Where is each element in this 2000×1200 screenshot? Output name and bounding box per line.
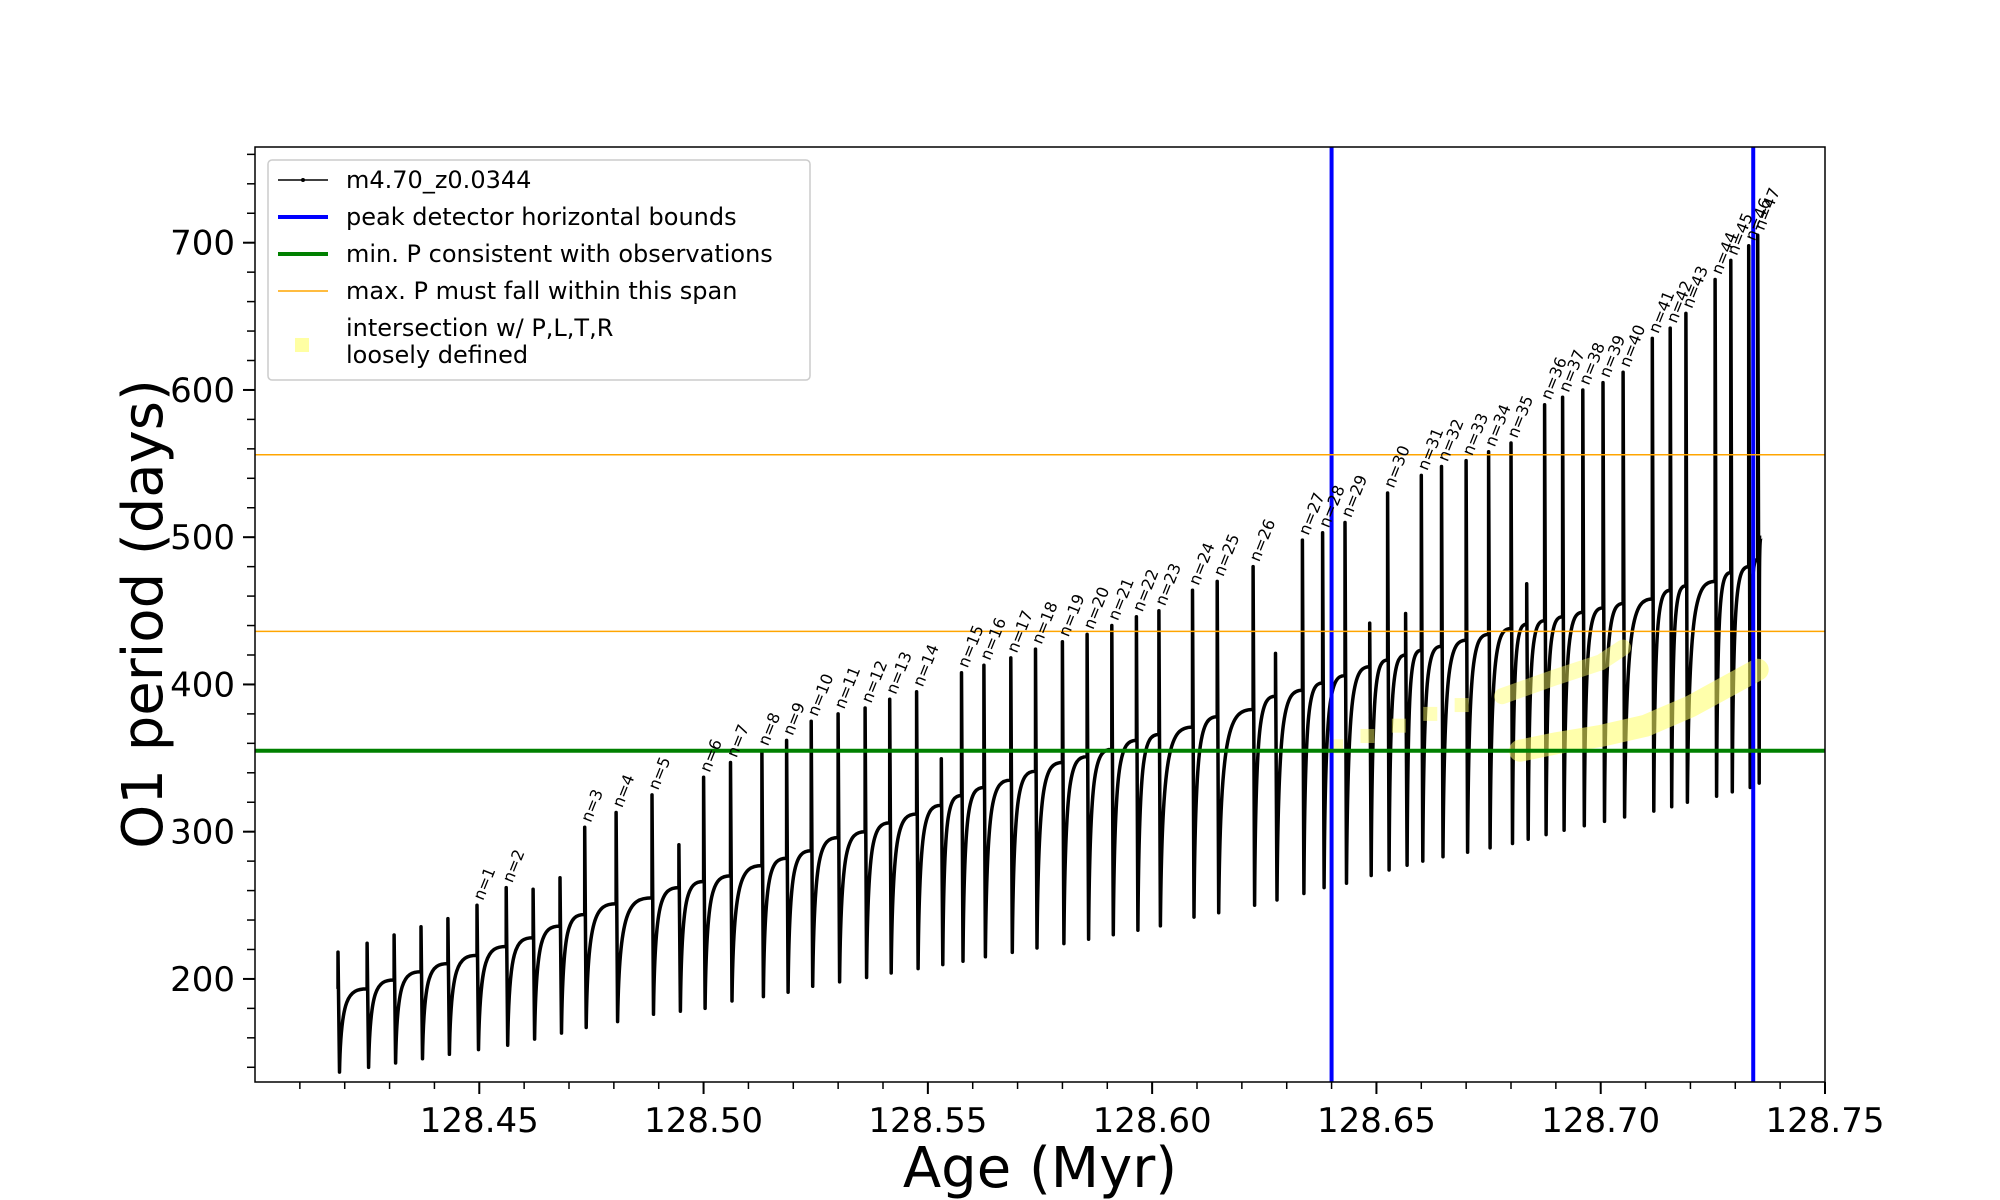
x-axis-label: Age (Myr) <box>903 1136 1177 1200</box>
highlight-layer <box>1329 639 1769 762</box>
legend-box <box>267 159 811 381</box>
legend-label-track: m4.70_z0.0344 <box>346 166 531 194</box>
y-tick-label: 400 <box>170 665 235 705</box>
x-tick-label: 128.55 <box>868 1101 987 1141</box>
x-tick-label: 128.70 <box>1541 1101 1660 1141</box>
highlight-point <box>1360 728 1375 743</box>
highlight-point <box>1423 706 1438 721</box>
legend-label-intersection-line1: intersection w/ P,L,T,R <box>346 314 613 342</box>
plot-frame <box>254 146 1826 1083</box>
x-tick-label: 128.75 <box>1766 1101 1885 1141</box>
legend-swatch-track-marker <box>301 178 305 182</box>
x-tick-label: 128.50 <box>644 1101 763 1141</box>
reference-lines <box>255 147 1825 1082</box>
y-tick-label: 500 <box>170 518 235 558</box>
legend-swatch-intersection <box>295 338 309 352</box>
highlight-point <box>1454 698 1469 713</box>
axes: 128.45 128.50 128.55 128.60 128.65 128.70 128.… <box>170 153 1885 1141</box>
highlight-point <box>1391 718 1406 733</box>
highlight-upper-band <box>1494 639 1632 705</box>
highlight-lower-band <box>1509 658 1769 762</box>
series-line <box>336 233 1764 1074</box>
y-tick-label: 200 <box>170 960 235 1000</box>
legend: m4.70_z0.0344 peak detector horizontal b… <box>267 159 811 381</box>
y-tick-label: 300 <box>170 813 235 853</box>
x-tick-label: 128.45 <box>420 1101 539 1141</box>
x-tick-label: 128.60 <box>1093 1101 1212 1141</box>
series-track <box>336 233 1764 1074</box>
y-axis-label: O1 period (days) <box>111 379 176 849</box>
x-tick-label: 128.65 <box>1317 1101 1436 1141</box>
y-tick-label: 700 <box>170 224 235 264</box>
legend-label-intersection-line2: loosely defined <box>346 341 528 369</box>
legend-label-bounds: peak detector horizontal bounds <box>346 203 737 231</box>
legend-label-max-p: max. P must fall within this span <box>346 277 737 305</box>
y-tick-label: 600 <box>170 371 235 411</box>
legend-label-min-p: min. P consistent with observations <box>346 240 773 268</box>
